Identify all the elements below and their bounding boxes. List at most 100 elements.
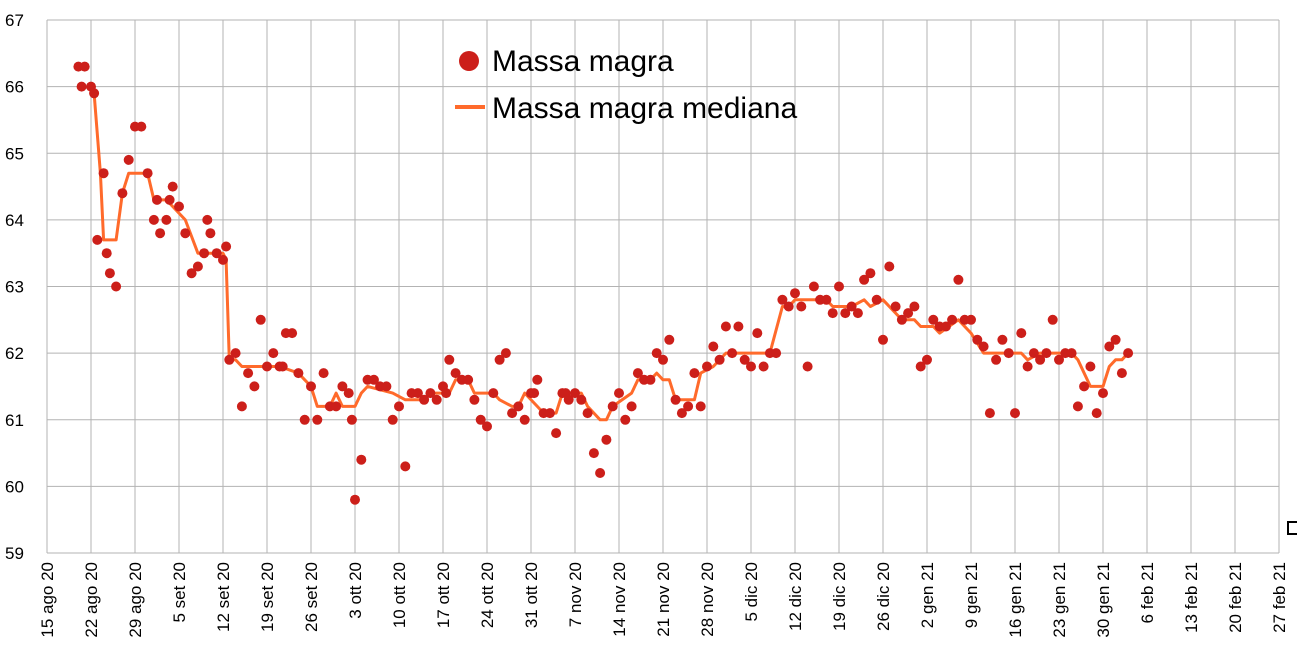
- data-point-massa-magra: [544, 408, 555, 419]
- data-point-massa-magra: [463, 374, 474, 385]
- data-point-massa-magra: [827, 308, 838, 319]
- data-point-massa-magra: [739, 354, 750, 365]
- data-point-massa-magra: [991, 354, 1002, 365]
- data-point-massa-magra: [532, 374, 543, 385]
- data-point-massa-magra: [293, 368, 304, 379]
- data-point-massa-magra: [896, 314, 907, 325]
- x-tick-label: 23 gen 21: [1050, 562, 1069, 638]
- data-point-massa-magra: [551, 428, 562, 439]
- data-point-massa-magra: [915, 361, 926, 372]
- data-point-massa-magra: [984, 408, 995, 419]
- scatter-series: [73, 61, 1134, 505]
- x-tick-label: 22 ago 20: [82, 562, 101, 638]
- x-tick-label: 2 gen 21: [918, 562, 937, 628]
- data-point-massa-magra: [400, 461, 411, 472]
- data-point-massa-magra: [236, 401, 247, 412]
- data-point-massa-magra: [563, 394, 574, 405]
- data-point-massa-magra: [221, 241, 232, 252]
- x-tick-label: 13 feb 21: [1182, 562, 1201, 633]
- data-point-massa-magra: [1022, 361, 1033, 372]
- data-point-massa-magra: [98, 168, 109, 179]
- data-point-massa-magra: [1085, 361, 1096, 372]
- legend: Massa magra Massa magra mediana: [455, 45, 797, 125]
- data-point-massa-magra: [1035, 354, 1046, 365]
- data-point-massa-magra: [1010, 408, 1020, 419]
- data-point-massa-magra: [1066, 348, 1077, 359]
- data-point-massa-magra: [1054, 354, 1064, 365]
- x-tick-label: 21 nov 20: [654, 562, 673, 637]
- data-point-massa-magra: [412, 388, 423, 399]
- data-point-massa-magra: [871, 294, 882, 305]
- data-point-massa-magra: [783, 301, 794, 312]
- x-tick-label: 24 ott 20: [478, 562, 497, 628]
- data-point-massa-magra: [444, 354, 455, 365]
- data-point-massa-magra: [1079, 381, 1090, 392]
- data-point-massa-magra: [161, 214, 172, 225]
- y-tick-label: 63: [5, 278, 24, 297]
- data-point-massa-magra: [758, 361, 769, 372]
- data-point-massa-magra: [529, 388, 540, 399]
- data-point-massa-magra: [940, 321, 951, 332]
- data-point-massa-magra: [922, 354, 932, 365]
- data-point-massa-magra: [796, 301, 807, 312]
- data-point-massa-magra: [852, 308, 863, 319]
- data-point-massa-magra: [570, 388, 580, 399]
- data-point-massa-magra: [343, 388, 354, 399]
- data-point-massa-magra: [878, 334, 888, 345]
- data-point-massa-magra: [211, 248, 222, 259]
- data-point-massa-magra: [123, 154, 134, 165]
- data-point-massa-magra: [318, 368, 329, 379]
- data-point-massa-magra: [287, 328, 298, 339]
- data-point-massa-magra: [714, 354, 725, 365]
- data-point-massa-magra: [840, 308, 851, 319]
- data-point-massa-magra: [381, 381, 392, 392]
- data-point-massa-magra: [582, 408, 593, 419]
- data-point-massa-magra: [645, 374, 656, 385]
- data-point-massa-magra: [104, 268, 115, 279]
- x-tick-label: 10 ott 20: [390, 562, 409, 628]
- data-point-massa-magra: [1098, 388, 1108, 399]
- data-point-massa-magra: [790, 288, 800, 299]
- data-point-massa-magra: [884, 261, 895, 272]
- data-point-massa-magra: [513, 401, 524, 412]
- data-point-massa-magra: [727, 348, 738, 359]
- x-tick-label: 3 ott 20: [346, 562, 365, 619]
- data-point-massa-magra: [752, 328, 763, 339]
- y-tick-label: 64: [5, 211, 24, 230]
- data-point-massa-magra: [771, 348, 782, 359]
- data-point-massa-magra: [117, 188, 128, 199]
- data-point-massa-magra: [249, 381, 260, 392]
- data-point-massa-magra: [978, 341, 989, 352]
- data-point-massa-magra: [601, 434, 612, 445]
- x-tick-label: 17 ott 20: [434, 562, 453, 628]
- x-tick-label: 6 feb 21: [1138, 562, 1157, 623]
- data-point-massa-magra: [387, 414, 398, 425]
- data-point-massa-magra: [695, 401, 706, 412]
- data-point-massa-magra: [299, 414, 310, 425]
- data-point-massa-magra: [746, 361, 756, 372]
- data-point-massa-magra: [733, 321, 744, 332]
- data-point-massa-magra: [174, 201, 184, 212]
- data-point-massa-magra: [199, 248, 210, 259]
- data-point-massa-magra: [632, 368, 643, 379]
- x-tick-label: 9 gen 21: [962, 562, 981, 628]
- data-point-massa-magra: [255, 314, 266, 325]
- data-point-massa-magra: [306, 381, 316, 392]
- data-point-massa-magra: [164, 194, 175, 205]
- data-point-massa-magra: [865, 268, 876, 279]
- data-point-massa-magra: [500, 348, 511, 359]
- legend-label-massa-magra-mediana: Massa magra mediana: [492, 92, 797, 125]
- data-point-massa-magra: [1016, 328, 1027, 339]
- data-point-massa-magra: [1110, 334, 1121, 345]
- data-point-massa-magra: [202, 214, 213, 225]
- data-point-massa-magra: [808, 281, 819, 292]
- data-point-massa-magra: [614, 388, 624, 399]
- data-point-massa-magra: [450, 368, 461, 379]
- x-tick-label: 19 set 20: [258, 562, 277, 632]
- data-point-massa-magra: [802, 361, 813, 372]
- x-tick-label: 26 dic 20: [874, 562, 893, 631]
- data-point-massa-magra: [777, 294, 788, 305]
- data-point-massa-magra: [972, 334, 983, 345]
- y-tick-label: 61: [5, 411, 24, 430]
- data-point-massa-magra: [966, 314, 976, 325]
